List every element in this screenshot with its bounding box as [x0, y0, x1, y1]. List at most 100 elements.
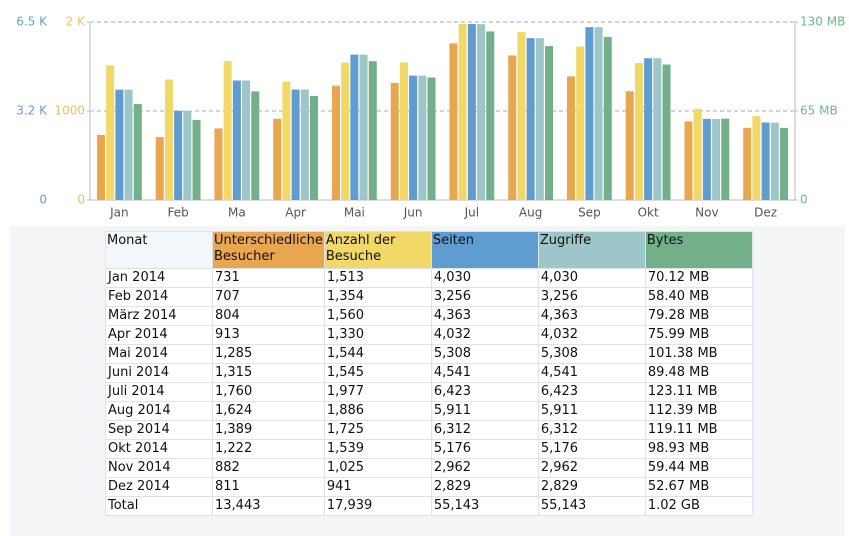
table-cell: 1,545	[323, 363, 432, 383]
table-row: Total 13,443 17,939 55,143 55,143 1.02 GB	[105, 496, 753, 516]
table-row: Nov 2014 882 1,025 2,962 2,962 59.44 MB	[105, 458, 753, 478]
table-cell: 1,354	[323, 287, 432, 307]
bar	[662, 64, 671, 201]
table-row: Jan 2014 731 1,513 4,030 4,030 70.12 MB	[105, 268, 753, 288]
table-cell: Nov 2014	[105, 458, 213, 478]
y3-tick-label: 3.2 K	[16, 104, 48, 118]
table-cell: 4,541	[430, 363, 539, 383]
y-tick-label: 2 K	[66, 15, 86, 29]
bar	[721, 118, 730, 200]
bar	[702, 118, 711, 200]
bar	[770, 122, 779, 200]
table-row: Sep 2014 1,389 1,725 6,312 6,312 119.11 MB	[105, 420, 753, 440]
bar	[242, 80, 251, 200]
table-cell: 2,829	[537, 477, 646, 497]
table-cell: 55,143	[537, 496, 646, 516]
bar	[535, 38, 544, 200]
x-tick-label: Mai	[344, 206, 365, 220]
table-row: Aug 2014 1,624 1,886 5,911 5,911 112.39 MB	[105, 401, 753, 421]
bar	[291, 89, 300, 200]
table-cell: 1,330	[323, 325, 432, 345]
bar	[155, 137, 164, 200]
bar	[232, 80, 241, 200]
table-cell: 1,624	[212, 401, 325, 421]
table-cell: 119.11 MB	[644, 420, 753, 440]
column-header: Bytes	[644, 231, 753, 269]
x-tick-label: Aug	[519, 206, 542, 220]
bar	[477, 24, 486, 201]
table-cell: 5,308	[537, 344, 646, 364]
table-cell: 707	[212, 287, 325, 307]
table-row: Okt 2014 1,222 1,539 5,176 5,176 98.93 MB	[105, 439, 753, 459]
bar	[124, 89, 133, 200]
table-cell: Sep 2014	[105, 420, 213, 440]
x-tick-label: Dez	[754, 206, 777, 220]
table-cell: 123.11 MB	[644, 382, 753, 402]
bar	[183, 110, 192, 200]
table-cell: 1,544	[323, 344, 432, 364]
table-cell: 6,312	[430, 420, 539, 440]
bar	[427, 77, 436, 200]
table-cell: 89.48 MB	[644, 363, 753, 383]
bar	[517, 32, 526, 201]
x-tick-label: Sep	[578, 206, 601, 220]
table-cell: 1,560	[323, 306, 432, 326]
table-cell: 4,363	[430, 306, 539, 326]
table-cell: 75.99 MB	[644, 325, 753, 345]
bar	[399, 62, 408, 201]
table-cell: 811	[212, 477, 325, 497]
table-cell: Mai 2014	[105, 344, 213, 364]
table-cell: 59.44 MB	[644, 458, 753, 478]
table-cell: Dez 2014	[105, 477, 213, 497]
table-row: Apr 2014 913 1,330 4,032 4,032 75.99 MB	[105, 325, 753, 345]
y2-tick-label: 65 MB	[800, 104, 838, 118]
bar	[214, 128, 223, 200]
table-cell: Apr 2014	[105, 325, 213, 345]
table-cell: 1,315	[212, 363, 325, 383]
y-tick-label: 1000	[54, 104, 85, 118]
bar	[644, 58, 653, 200]
bar	[418, 75, 427, 200]
table-cell: März 2014	[105, 306, 213, 326]
table-cell: 3,256	[430, 287, 539, 307]
table-cell: 5,911	[537, 401, 646, 421]
table-cell: 804	[212, 306, 325, 326]
bar	[712, 118, 721, 200]
bar	[576, 46, 585, 200]
bar	[486, 31, 495, 200]
table-cell: 6,312	[537, 420, 646, 440]
table-cell: 4,363	[537, 306, 646, 326]
bar	[341, 62, 350, 200]
y3-tick-label: 6.5 K	[16, 15, 48, 29]
table-cell: 52.67 MB	[644, 477, 753, 497]
table-row: Juni 2014 1,315 1,545 4,541 4,541 89.48 MB	[105, 363, 753, 383]
x-tick-label: Apr	[285, 206, 306, 220]
table-cell: 4,032	[430, 325, 539, 345]
table-cell: 2,962	[537, 458, 646, 478]
table-cell: 4,030	[537, 268, 646, 288]
column-header: Unterschiedliche Besucher	[212, 231, 325, 269]
table-cell: 1,513	[323, 268, 432, 288]
table-cell: 112.39 MB	[644, 401, 753, 421]
table-cell: 1,025	[323, 458, 432, 478]
bar	[282, 81, 291, 200]
table-row: Dez 2014 811 941 2,829 2,829 52.67 MB	[105, 477, 753, 497]
table-cell: 55,143	[430, 496, 539, 516]
bar	[761, 122, 770, 200]
chart: 0 1000 2 K 0 3.2 K 6.5 K 0 65 MB 130 MB Jan Feb Ma A…	[16, 15, 845, 220]
column-header: Zugriffe	[537, 231, 646, 269]
x-tick-label: Jun	[403, 206, 423, 220]
table-cell: 1,222	[212, 439, 325, 459]
table-cell: Aug 2014	[105, 401, 213, 421]
x-tick-label: Jul	[464, 206, 479, 220]
table-row: Mai 2014 1,285 1,544 5,308 5,308 101.38 MB	[105, 344, 753, 364]
table-cell: 98.93 MB	[644, 439, 753, 459]
table-cell: Juni 2014	[105, 363, 213, 383]
column-header: Seiten	[430, 231, 539, 269]
stats-table: Monat Unterschiedliche Besucher Anzahl der…	[105, 231, 753, 516]
table-cell: 941	[323, 477, 432, 497]
table-cell: 1,539	[323, 439, 432, 459]
x-tick-label: Okt	[638, 206, 659, 220]
bar	[653, 58, 662, 200]
bar	[684, 121, 693, 200]
